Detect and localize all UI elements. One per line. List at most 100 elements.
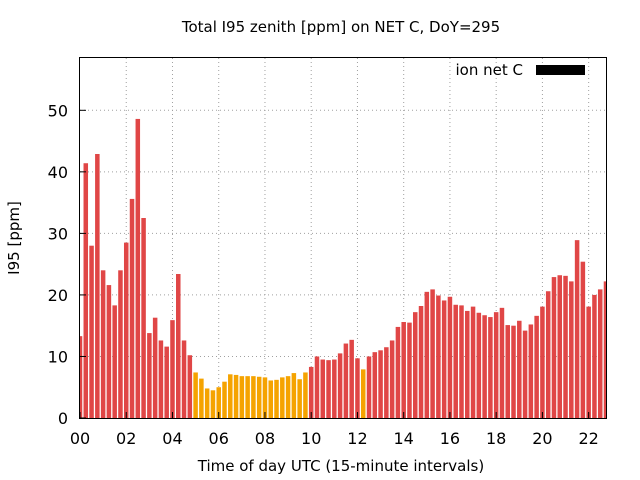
bar xyxy=(522,330,528,418)
bar xyxy=(545,291,551,418)
bar xyxy=(355,358,360,418)
x-tick-label: 14 xyxy=(394,429,414,448)
bar xyxy=(453,304,458,418)
bar xyxy=(563,275,568,418)
bar xyxy=(372,352,378,418)
x-tick-label: 18 xyxy=(486,429,506,448)
bar xyxy=(447,296,453,418)
bar xyxy=(499,307,505,418)
bar xyxy=(441,300,447,418)
bar xyxy=(418,306,424,418)
bar xyxy=(308,366,314,418)
bar xyxy=(268,380,274,418)
bar xyxy=(251,376,256,418)
bar xyxy=(80,336,83,418)
legend-label: ion net C xyxy=(456,61,523,79)
legend: ion net C xyxy=(456,61,585,79)
bar xyxy=(436,295,441,418)
x-tick-label: 22 xyxy=(578,429,598,448)
bar xyxy=(597,289,603,418)
bar xyxy=(204,388,210,418)
bar xyxy=(135,118,141,418)
bar xyxy=(233,374,239,418)
y-tick-label: 0 xyxy=(58,409,68,428)
x-tick-label: 02 xyxy=(116,429,136,448)
bar xyxy=(314,356,320,418)
bar xyxy=(580,261,586,418)
bar xyxy=(459,305,464,418)
bar xyxy=(534,315,539,418)
bar xyxy=(89,245,94,418)
x-tick-label: 20 xyxy=(532,429,552,448)
bar xyxy=(176,274,181,418)
x-tick-label: 16 xyxy=(440,429,460,448)
bar xyxy=(557,275,563,418)
bar xyxy=(493,312,499,418)
bar xyxy=(511,325,516,418)
x-tick-label: 00 xyxy=(70,429,90,448)
bar xyxy=(412,312,418,418)
x-tick-label: 12 xyxy=(347,429,367,448)
chart-title: Total I95 zenith [ppm] on NET C, DoY=295 xyxy=(181,18,500,36)
bar xyxy=(193,372,198,418)
bar xyxy=(395,326,401,418)
bars xyxy=(80,118,606,418)
bar xyxy=(141,218,146,418)
x-tick-label: 10 xyxy=(301,429,321,448)
bar xyxy=(291,373,297,418)
y-tick-label: 40 xyxy=(48,163,68,182)
bar xyxy=(118,270,123,418)
bar xyxy=(210,390,216,418)
bar xyxy=(303,372,308,418)
bar xyxy=(505,325,510,418)
bar xyxy=(366,356,372,418)
bar xyxy=(228,374,233,418)
bar xyxy=(430,289,435,418)
bar xyxy=(384,347,389,418)
bar xyxy=(326,360,331,418)
bar xyxy=(378,350,383,418)
bar xyxy=(332,359,337,418)
y-tick-label: 10 xyxy=(48,347,68,366)
bar xyxy=(337,353,343,418)
bar xyxy=(540,306,545,418)
bar xyxy=(245,376,250,418)
bar xyxy=(187,355,193,418)
bar xyxy=(389,340,395,418)
bar xyxy=(482,315,487,418)
bar xyxy=(152,317,158,418)
bar xyxy=(488,317,493,418)
bar xyxy=(551,277,557,418)
bar xyxy=(164,346,169,418)
bar xyxy=(256,376,262,418)
bar xyxy=(465,310,470,418)
bar xyxy=(476,312,482,418)
bar xyxy=(349,339,354,418)
bar xyxy=(574,240,580,418)
bar xyxy=(158,340,164,418)
bar xyxy=(83,163,89,418)
bar xyxy=(280,377,285,418)
bar xyxy=(528,324,534,418)
bar xyxy=(262,377,268,418)
bar xyxy=(603,281,606,418)
bar xyxy=(100,270,106,418)
bar xyxy=(222,381,227,418)
bar xyxy=(129,198,135,418)
bar xyxy=(285,376,291,418)
bar xyxy=(216,387,221,418)
bar xyxy=(274,379,279,418)
bar xyxy=(586,306,591,418)
y-axis-label: I95 [ppm] xyxy=(5,201,23,275)
bar xyxy=(592,294,597,418)
bar xyxy=(470,306,476,418)
bar xyxy=(95,154,100,418)
x-tick-label: 04 xyxy=(162,429,182,448)
bar xyxy=(343,343,349,418)
y-tick-label: 50 xyxy=(48,101,68,120)
legend-swatch xyxy=(536,65,585,75)
y-tick-label: 20 xyxy=(48,286,68,305)
bar xyxy=(170,320,175,418)
bar xyxy=(401,322,406,418)
